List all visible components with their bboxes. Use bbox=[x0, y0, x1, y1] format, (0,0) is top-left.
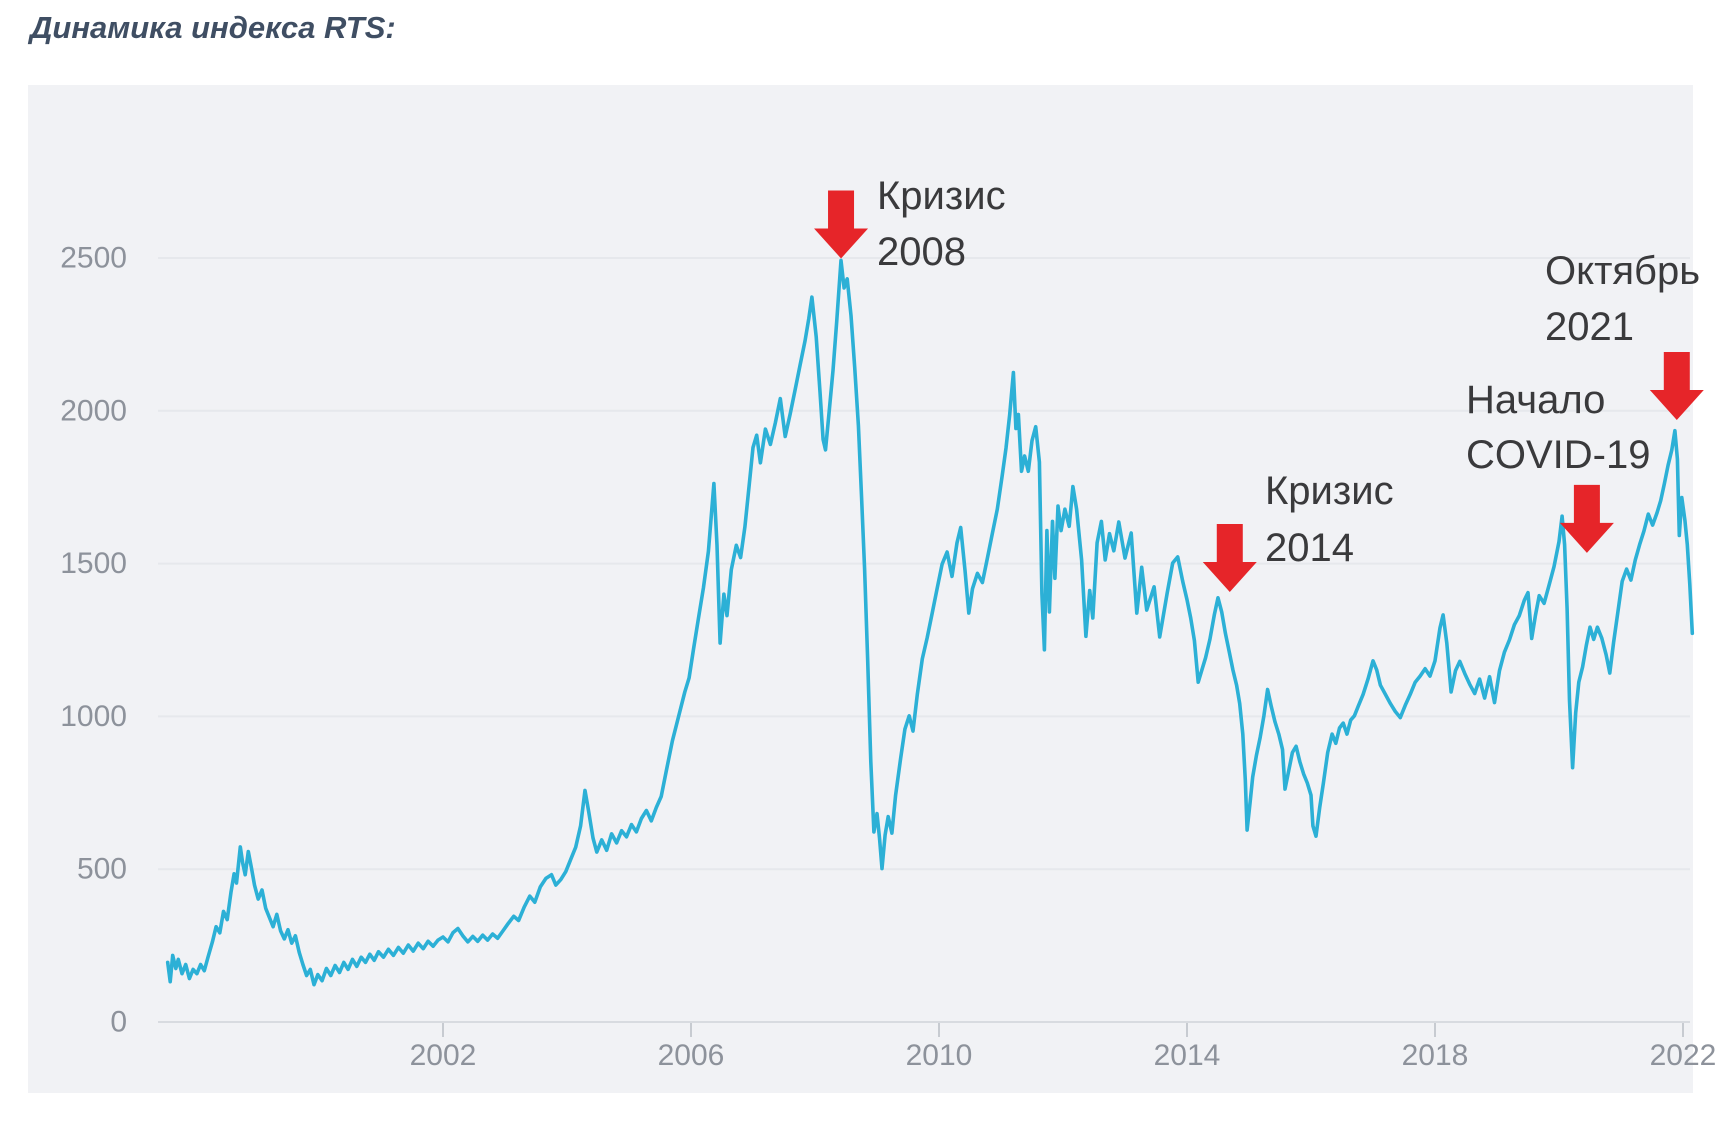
annotation-layer: Кризис 2008 Кризис 2014 Начало COVID-19 Октябр… bbox=[814, 174, 1704, 593]
red-down-arrow-icon bbox=[1649, 351, 1704, 420]
rts-index-line bbox=[165, 258, 1695, 987]
y-tick-label: 500 bbox=[77, 853, 127, 886]
red-down-arrow-icon bbox=[1559, 484, 1614, 553]
annotation-label: 2008 bbox=[877, 230, 966, 274]
grid-layer bbox=[158, 257, 1690, 1023]
y-tick-label: 1500 bbox=[60, 547, 127, 580]
x-tick-label: 2010 bbox=[906, 1039, 973, 1072]
y-tick-label: 1000 bbox=[60, 700, 127, 733]
annotation-label: Октябрь bbox=[1545, 249, 1700, 293]
x-tick-label: 2006 bbox=[658, 1039, 725, 1072]
chart-title: Динамика индекса RTS: bbox=[30, 10, 396, 45]
red-down-arrow-icon bbox=[1202, 524, 1257, 593]
x-tick-label: 2018 bbox=[1402, 1039, 1469, 1072]
y-tick-label: 0 bbox=[110, 1006, 127, 1039]
annotation-label: Начало bbox=[1466, 378, 1605, 422]
red-down-arrow-icon bbox=[814, 190, 869, 259]
annotation-label: Кризис bbox=[1265, 469, 1394, 513]
annotation-2: Кризис 2014 bbox=[1202, 469, 1394, 593]
annotation-3: Начало COVID-19 bbox=[1466, 378, 1651, 553]
annotation-4: Октябрь 2021 bbox=[1545, 249, 1704, 420]
annotation-1: Кризис 2008 bbox=[814, 174, 1006, 274]
annotation-label: 2014 bbox=[1265, 526, 1354, 570]
annotation-label: Кризис bbox=[877, 174, 1006, 218]
annotation-label: COVID-19 bbox=[1466, 433, 1651, 477]
annotation-label: 2021 bbox=[1545, 305, 1634, 349]
y-tick-label: 2500 bbox=[60, 242, 127, 275]
axis-layer: 0 500 1000 1500 2000 2500 2002 2006 2010 2014 2018… bbox=[60, 242, 1716, 1072]
series-layer bbox=[165, 258, 1695, 987]
x-tick-label: 2022 bbox=[1650, 1039, 1717, 1072]
x-tick-label: 2002 bbox=[410, 1039, 477, 1072]
y-tick-label: 2000 bbox=[60, 394, 127, 427]
chart-panel bbox=[28, 85, 1693, 1093]
x-tick-label: 2014 bbox=[1154, 1039, 1221, 1072]
